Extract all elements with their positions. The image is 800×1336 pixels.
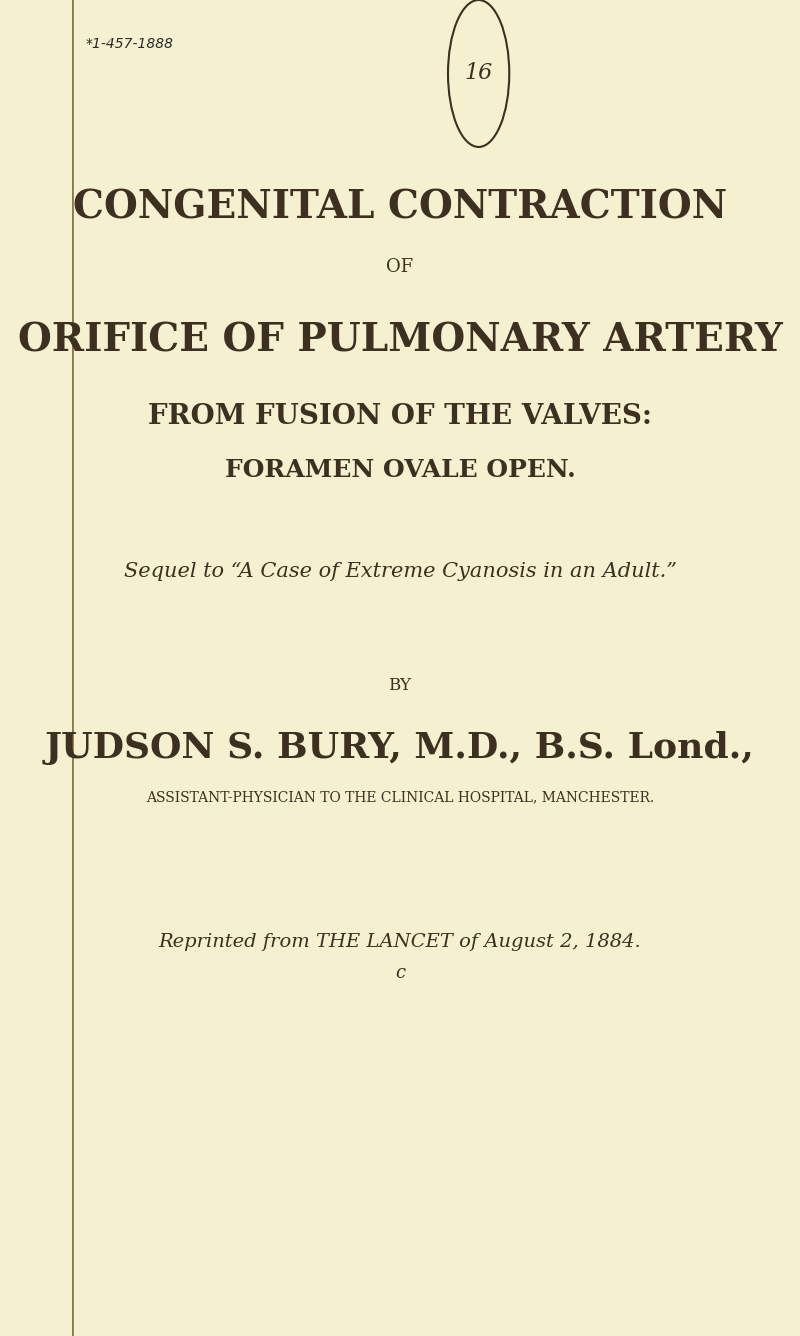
Text: JUDSON S. BURY, M.D., B.S. Lond.,: JUDSON S. BURY, M.D., B.S. Lond., [45,731,755,766]
Text: ASSISTANT-PHYSICIAN TO THE CLINICAL HOSPITAL, MANCHESTER.: ASSISTANT-PHYSICIAN TO THE CLINICAL HOSP… [146,791,654,804]
Text: 16: 16 [465,63,493,84]
Text: ORIFICE OF PULMONARY ARTERY: ORIFICE OF PULMONARY ARTERY [18,322,782,359]
Text: *1-457-1888: *1-457-1888 [86,37,174,51]
Text: Reprinted from THE LANCET of August 2, 1884.: Reprinted from THE LANCET of August 2, 1… [158,933,642,951]
Text: BY: BY [389,677,411,693]
Text: CONGENITAL CONTRACTION: CONGENITAL CONTRACTION [73,188,727,226]
Text: Sequel to “A Case of Extreme Cyanosis in an Adult.”: Sequel to “A Case of Extreme Cyanosis in… [123,562,677,581]
Text: FORAMEN OVALE OPEN.: FORAMEN OVALE OPEN. [225,458,575,482]
Text: FROM FUSION OF THE VALVES:: FROM FUSION OF THE VALVES: [148,403,652,430]
Text: c: c [395,963,405,982]
Text: OF: OF [386,258,414,277]
